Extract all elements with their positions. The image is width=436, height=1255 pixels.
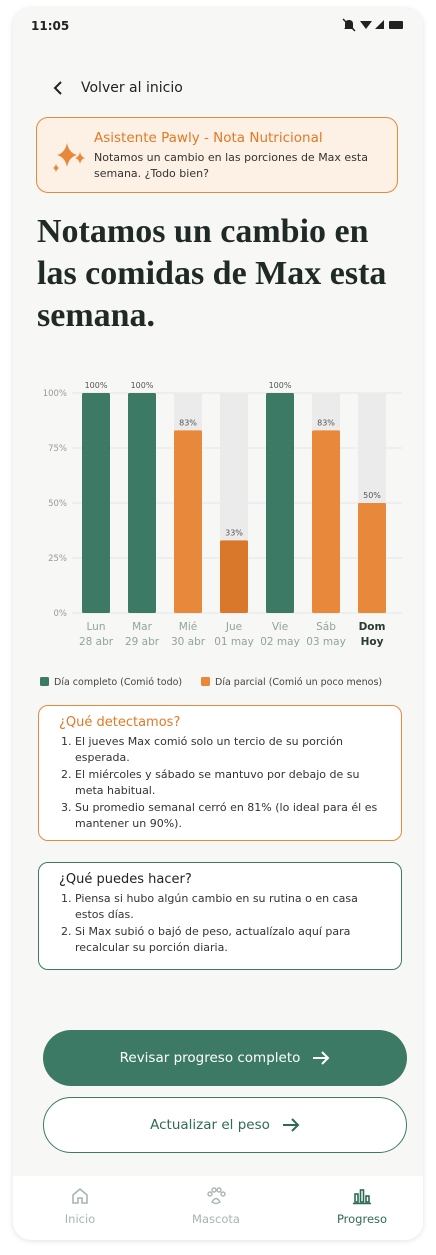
x-tick-label: 28 abr xyxy=(79,636,114,648)
y-tick-label: 25% xyxy=(48,554,67,564)
bar xyxy=(220,540,248,613)
value-label: 83% xyxy=(317,418,335,427)
value-label: 50% xyxy=(363,491,381,500)
x-tick-label: Mar xyxy=(132,621,152,633)
actions-card: ¿Qué puedes hacer? Piensa si hubo algún … xyxy=(38,862,402,970)
bar xyxy=(128,393,156,613)
value-label: 100% xyxy=(269,381,292,390)
chart-icon xyxy=(353,1189,371,1205)
home-icon xyxy=(72,1187,88,1204)
phone-screen: 11:05 Volver al inicio Asistente Pawly -… xyxy=(13,8,423,1240)
detect-item: El miércoles y sábado se mantuvo por deb… xyxy=(75,767,387,798)
primary-button-label: Revisar progreso completo xyxy=(119,1050,301,1066)
detect-item: El jueves Max comió solo un tercio de su… xyxy=(75,734,387,765)
legend-label: Día completo (Comió todo) xyxy=(54,677,182,688)
status-icons xyxy=(342,18,403,32)
nav-label: Progreso xyxy=(336,1212,388,1226)
x-tick-label: Hoy xyxy=(361,636,384,648)
status-time: 11:05 xyxy=(31,19,70,33)
bottom-nav: Inicio Mascota Progreso xyxy=(13,1176,423,1240)
y-tick-label: 100% xyxy=(43,389,67,399)
arrow-icon xyxy=(282,1118,300,1132)
bar xyxy=(266,393,294,613)
secondary-button[interactable]: Actualizar el peso xyxy=(43,1097,407,1153)
y-tick-label: 75% xyxy=(48,444,67,454)
x-tick-label: 02 may xyxy=(260,636,300,648)
back-icon[interactable] xyxy=(51,80,65,96)
paw-icon xyxy=(207,1187,226,1205)
nav-item[interactable]: Inicio xyxy=(25,1186,135,1226)
action-item: Si Max subió o bajó de peso, actualízalo… xyxy=(75,924,387,955)
detect-item: Su promedio semanal cerró en 81% (lo ide… xyxy=(75,800,387,831)
x-tick-label: Mié xyxy=(179,621,197,633)
x-tick-label: Vie xyxy=(272,621,288,633)
bar xyxy=(312,430,340,613)
nav-item[interactable]: Mascota xyxy=(161,1186,271,1226)
banner-title: Asistente Pawly - Nota Nutricional xyxy=(94,130,323,146)
headline: Notamos un cambio en las comidas de Max … xyxy=(37,213,387,334)
x-tick-label: 30 abr xyxy=(171,636,206,648)
detect-title: ¿Qué detectamos? xyxy=(59,715,181,730)
legend-label: Día parcial (Comió un poco menos) xyxy=(215,677,382,688)
actions-list: Piensa si hubo algún cambio en su rutina… xyxy=(59,891,387,955)
arrow-icon xyxy=(313,1051,330,1065)
y-tick-label: 0% xyxy=(54,609,68,619)
x-tick-label: 01 may xyxy=(214,636,254,648)
value-label: 100% xyxy=(131,381,154,390)
action-item: Piensa si hubo algún cambio en su rutina… xyxy=(75,891,387,922)
assistant-banner: Asistente Pawly - Nota Nutricional Notam… xyxy=(36,117,398,193)
value-label: 33% xyxy=(225,528,243,537)
legend-swatch xyxy=(40,677,49,686)
value-label: 83% xyxy=(179,418,197,427)
nav-label: Inicio xyxy=(64,1212,96,1226)
value-label: 100% xyxy=(85,381,108,390)
x-tick-label: Jue xyxy=(225,621,242,633)
chart: 0% 25% 50% 75% 100% Lun 28 abr 100% Mar 29 abr 100… xyxy=(40,381,402,688)
bar xyxy=(358,503,386,613)
x-tick-label: 03 may xyxy=(306,636,346,648)
primary-button[interactable]: Revisar progreso completo xyxy=(43,1030,407,1086)
secondary-button-label: Actualizar el peso xyxy=(150,1117,270,1133)
back-link[interactable]: Volver al inicio xyxy=(81,80,183,96)
detect-list: El jueves Max comió solo un tercio de su… xyxy=(59,734,387,831)
bar xyxy=(82,393,110,613)
x-tick-label: Dom xyxy=(359,621,386,633)
sparkle-icon xyxy=(53,143,85,172)
actions-title: ¿Qué puedes hacer? xyxy=(59,872,192,887)
nav-label: Mascota xyxy=(192,1212,240,1226)
legend-swatch xyxy=(201,677,210,686)
x-tick-label: 29 abr xyxy=(125,636,160,648)
x-tick-label: Sáb xyxy=(316,621,336,633)
detect-card: ¿Qué detectamos? El jueves Max comió sol… xyxy=(38,705,402,841)
y-tick-label: 50% xyxy=(48,499,67,509)
nav-item[interactable]: Progreso xyxy=(307,1186,417,1226)
bar xyxy=(174,430,202,613)
x-tick-label: Lun xyxy=(87,621,106,633)
banner-text: Notamos un cambio en las porciones de Ma… xyxy=(94,151,368,180)
